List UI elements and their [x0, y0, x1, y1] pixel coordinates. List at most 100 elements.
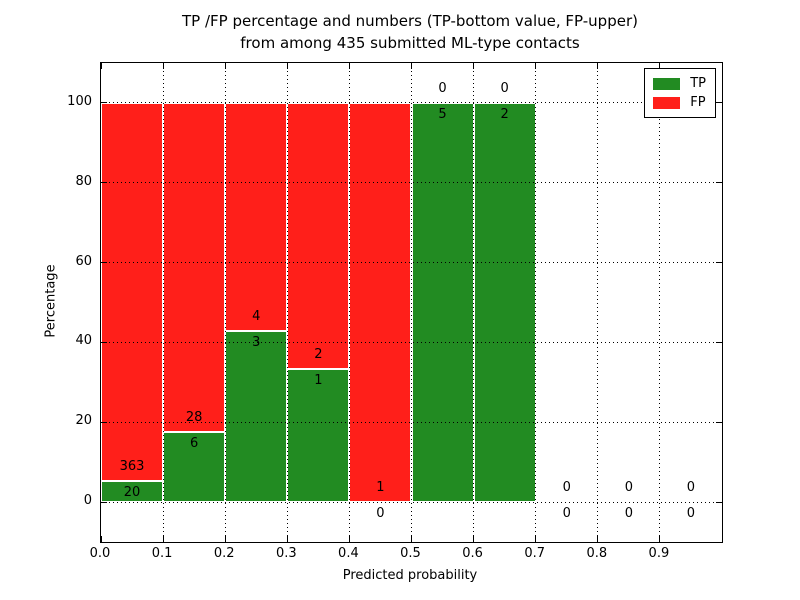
x-tick-mark	[659, 536, 661, 542]
x-tick-mark	[100, 63, 102, 69]
x-axis-label: Predicted probability	[342, 568, 478, 583]
tp-count-label: 2	[500, 106, 509, 122]
tick-marks-layer	[100, 63, 722, 542]
y-tick-mark	[101, 262, 107, 264]
vertical-gridline	[162, 63, 164, 542]
y-tick-mark	[101, 102, 107, 104]
gridlines-layer	[101, 63, 722, 542]
x-tick-mark	[224, 536, 226, 542]
tp-count-label: 0	[562, 506, 571, 522]
tp-legend-swatch	[653, 77, 681, 90]
fp-bar	[349, 102, 412, 503]
fp-count-label: 4	[252, 309, 261, 324]
fp-count-label: 0	[438, 80, 447, 96]
tp-count-label: 0	[686, 506, 696, 522]
chart-title-line2: from among 435 submitted ML-type contact…	[240, 34, 580, 52]
fp-bar	[287, 102, 350, 370]
y-axis-label: Percentage	[43, 264, 59, 338]
x-tick-label: 0.4	[338, 546, 359, 561]
tp-legend-label: TP	[690, 76, 706, 91]
x-tick-mark	[100, 536, 102, 542]
x-tick-mark	[597, 536, 599, 542]
vertical-gridline	[348, 63, 350, 542]
y-tick-mark	[101, 421, 107, 423]
x-tick-mark	[348, 536, 350, 542]
fp-bar	[101, 102, 164, 482]
x-tick-label: 0.1	[151, 546, 173, 561]
fp-legend-label: FP	[690, 95, 706, 110]
y-tick-mark	[716, 421, 722, 423]
vertical-gridline	[535, 63, 537, 542]
x-tick-label: 0.0	[89, 546, 111, 561]
fp-count-label: 2	[314, 347, 323, 363]
y-tick-label: 60	[75, 253, 92, 269]
y-tick-label: 80	[75, 173, 92, 189]
tp-count-label: 6	[190, 435, 199, 451]
fp-count-label: 0	[624, 480, 633, 496]
x-tick-mark	[224, 63, 226, 69]
vertical-gridline	[286, 63, 288, 542]
chart-title-line1: TP /FP percentage and numbers (TP-bottom…	[182, 12, 638, 30]
fp-bar	[225, 102, 288, 331]
fp-count-label: 0	[500, 80, 509, 96]
tp-count-label: 0	[624, 506, 633, 522]
y-tick-mark	[101, 182, 107, 184]
x-tick-label: 0.5	[400, 546, 421, 561]
y-tick-mark	[716, 182, 722, 184]
y-tick-label: 40	[75, 333, 92, 349]
y-tick-mark	[716, 341, 722, 343]
legend: TP FP	[644, 68, 716, 118]
x-tick-mark	[286, 63, 288, 69]
tp-bar	[163, 431, 226, 503]
x-tick-label: 0.2	[213, 546, 235, 561]
fp-count-label: 0	[686, 480, 696, 496]
fp-count-label: 28	[185, 409, 203, 425]
x-tick-mark	[659, 63, 661, 69]
plot-area: 363 20 28 6 4 3 2 1 1 0 0 5 0 2 0 0 0 0 0 0 TP FP	[100, 62, 723, 543]
tp-count-label: 5	[438, 106, 447, 122]
x-tick-mark	[535, 63, 537, 69]
tp-bar	[225, 331, 288, 503]
tp-count-label: 1	[314, 373, 323, 389]
y-tick-label: 0	[83, 493, 92, 509]
tp-count-label: 3	[252, 335, 261, 350]
x-tick-mark	[411, 536, 412, 542]
x-tick-label: 0.9	[648, 546, 670, 561]
tp-count-label: 20	[123, 485, 141, 501]
vertical-gridline	[597, 63, 599, 542]
x-tick-mark	[286, 536, 288, 542]
tp-count-label: 0	[376, 506, 385, 522]
legend-row-tp: TP	[653, 74, 706, 93]
x-tick-mark	[348, 63, 350, 69]
y-tick-mark	[716, 262, 722, 264]
fp-bar	[163, 102, 226, 432]
tp-bar	[411, 102, 474, 503]
x-tick-mark	[162, 63, 164, 69]
y-tick-mark	[716, 501, 722, 503]
x-tick-label: 0.8	[586, 546, 608, 561]
x-tick-mark	[473, 536, 475, 542]
x-tick-mark	[473, 63, 475, 69]
vertical-gridline	[224, 63, 226, 542]
x-tick-label: 0.3	[275, 546, 297, 561]
fp-count-label: 363	[119, 459, 145, 475]
fp-legend-swatch	[653, 96, 681, 109]
vertical-gridline	[659, 63, 661, 542]
x-tick-label: 0.6	[462, 546, 483, 561]
y-tick-mark	[716, 102, 722, 104]
bar-count-labels-layer: 363 20 28 6 4 3 2 1 1 0 0 5 0 2 0 0 0 0 0 0	[101, 63, 722, 542]
y-tick-mark	[101, 501, 107, 503]
fp-count-label: 1	[376, 480, 385, 496]
y-tick-label: 100	[67, 93, 92, 109]
vertical-gridline	[411, 63, 412, 542]
tp-bar	[287, 369, 350, 503]
x-tick-mark	[411, 63, 412, 69]
x-tick-label: 0.7	[524, 546, 546, 561]
legend-row-fp: FP	[653, 93, 706, 112]
chart-title: TP /FP percentage and numbers (TP-bottom…	[182, 10, 638, 54]
x-tick-mark	[597, 63, 599, 69]
y-tick-mark	[101, 341, 107, 343]
fp-count-label: 0	[562, 480, 571, 496]
y-tick-label: 20	[75, 413, 92, 429]
